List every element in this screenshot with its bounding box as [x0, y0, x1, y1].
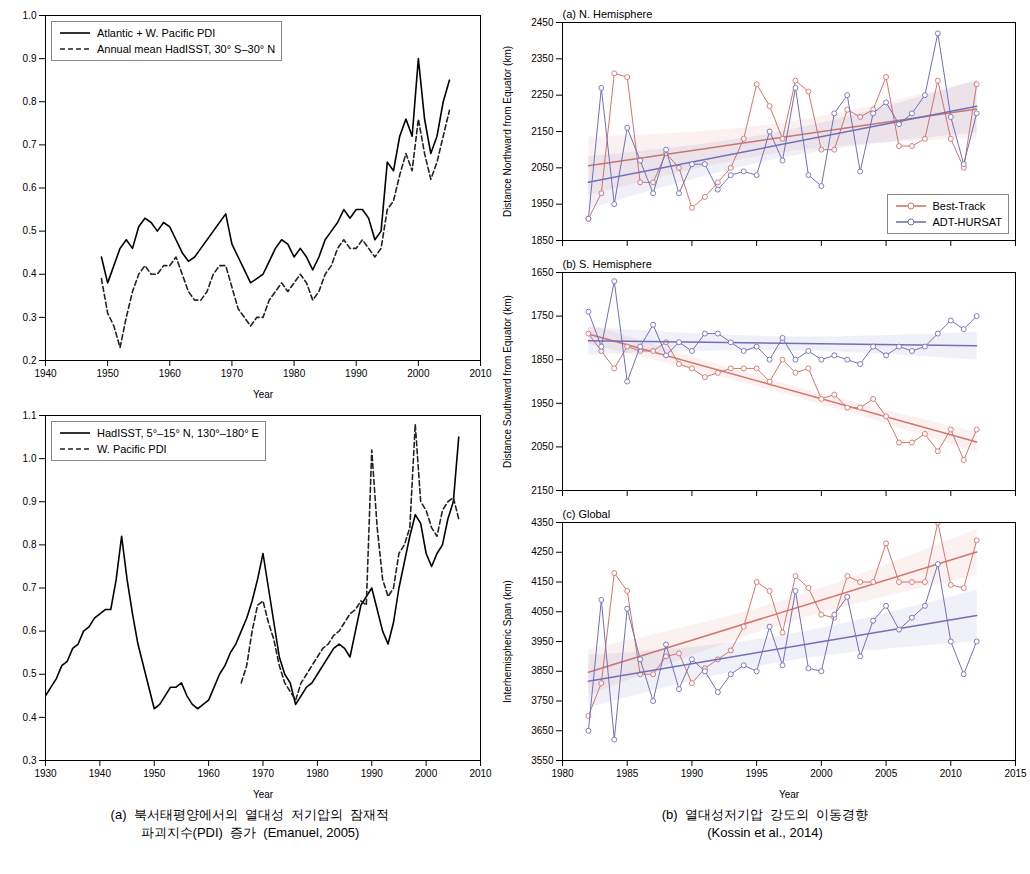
svg-text:3950: 3950: [531, 636, 554, 647]
svg-text:0.4: 0.4: [23, 268, 37, 279]
svg-text:Year: Year: [779, 789, 800, 800]
svg-text:(b) S. Hemisphere: (b) S. Hemisphere: [563, 258, 652, 270]
svg-text:1950: 1950: [143, 768, 166, 779]
svg-text:1850: 1850: [531, 235, 554, 246]
svg-text:0.9: 0.9: [23, 496, 37, 507]
svg-text:1950: 1950: [531, 198, 554, 209]
svg-text:1.1: 1.1: [23, 410, 37, 421]
svg-text:0.2: 0.2: [23, 355, 37, 366]
svg-text:2050: 2050: [531, 162, 554, 173]
svg-text:0.8: 0.8: [23, 539, 37, 550]
svg-text:3750: 3750: [531, 695, 554, 706]
svg-text:Interhemispheric Span (km): Interhemispheric Span (km): [502, 580, 513, 703]
svg-text:1985: 1985: [616, 768, 639, 779]
svg-text:1750: 1750: [531, 310, 554, 321]
svg-text:1980: 1980: [551, 768, 574, 779]
svg-text:1990: 1990: [361, 768, 384, 779]
svg-text:1980: 1980: [306, 768, 329, 779]
html-text:(a) 북서태평양에서의 열대성 저기압의 잠재적 파괴지수: (a) 북서태평양에서의 열대성 저기압의 잠재적 파괴지수(PDI) 증가 (…: [110, 807, 390, 841]
svg-text:0.4: 0.4: [23, 712, 37, 723]
html-text:ADT-HURSAT: ADT-HURSAT: [932, 216, 1002, 228]
svg-text:2000: 2000: [415, 768, 438, 779]
svg-text:2150: 2150: [531, 485, 554, 496]
svg-text:Year: Year: [253, 389, 274, 400]
svg-text:1990: 1990: [681, 768, 704, 779]
svg-text:2000: 2000: [407, 368, 430, 379]
svg-text:2010: 2010: [940, 768, 963, 779]
svg-text:2015: 2015: [1004, 768, 1027, 779]
svg-text:3850: 3850: [531, 665, 554, 676]
svg-text:(c) Global: (c) Global: [563, 508, 611, 520]
svg-text:4350: 4350: [531, 517, 554, 528]
svg-text:1995: 1995: [746, 768, 769, 779]
svg-text:0.7: 0.7: [23, 582, 37, 593]
svg-text:(a) N. Hemisphere: (a) N. Hemisphere: [563, 8, 653, 20]
svg-text:1980: 1980: [283, 368, 306, 379]
svg-text:Distance Northward from Equato: Distance Northward from Equator (km): [502, 46, 513, 217]
svg-text:2005: 2005: [875, 768, 898, 779]
svg-text:1940: 1940: [89, 768, 112, 779]
svg-text:2150: 2150: [531, 126, 554, 137]
svg-text:1970: 1970: [221, 368, 244, 379]
svg-text:0.8: 0.8: [23, 96, 37, 107]
svg-text:Year: Year: [253, 789, 274, 800]
html-text:W. Pacific PDI: W. Pacific PDI: [97, 443, 167, 455]
svg-text:2050: 2050: [531, 441, 554, 452]
svg-text:1990: 1990: [345, 368, 368, 379]
svg-text:2010: 2010: [469, 768, 492, 779]
svg-text:3650: 3650: [531, 725, 554, 736]
svg-text:2350: 2350: [531, 53, 554, 64]
svg-text:1850: 1850: [531, 354, 554, 365]
html-text:Best-Track: Best-Track: [932, 200, 986, 212]
html-text:(b) 열대성저기압 강도의 이동경향 (Kossin et: (b) 열대성저기압 강도의 이동경향 (Kossin et al., 2014…: [661, 807, 869, 841]
svg-text:1930: 1930: [34, 768, 57, 779]
svg-text:4250: 4250: [531, 546, 554, 557]
svg-text:0.9: 0.9: [23, 53, 37, 64]
svg-text:0.6: 0.6: [23, 182, 37, 193]
svg-text:1.0: 1.0: [23, 453, 37, 464]
svg-text:0.5: 0.5: [23, 668, 37, 679]
html-text:Atlantic + W. Pacific PDI: Atlantic + W. Pacific PDI: [97, 27, 216, 39]
svg-text:0.3: 0.3: [23, 312, 37, 323]
svg-text:1960: 1960: [198, 768, 221, 779]
svg-text:1650: 1650: [531, 267, 554, 278]
svg-text:0.5: 0.5: [23, 225, 37, 236]
svg-text:2450: 2450: [531, 17, 554, 28]
svg-text:4150: 4150: [531, 576, 554, 587]
svg-text:Distance Southward from Equato: Distance Southward from Equator (km): [502, 295, 513, 468]
svg-text:1970: 1970: [252, 768, 275, 779]
svg-text:3550: 3550: [531, 755, 554, 766]
svg-text:2250: 2250: [531, 89, 554, 100]
svg-text:1950: 1950: [97, 368, 120, 379]
svg-text:2000: 2000: [810, 768, 833, 779]
svg-text:0.3: 0.3: [23, 755, 37, 766]
svg-text:2010: 2010: [469, 368, 492, 379]
svg-text:4050: 4050: [531, 606, 554, 617]
svg-text:1940: 1940: [34, 368, 57, 379]
html-text:Annual mean HadISST, 30° S–30°: Annual mean HadISST, 30° S–30° N: [97, 43, 276, 55]
svg-text:0.6: 0.6: [23, 625, 37, 636]
svg-text:1950: 1950: [531, 398, 554, 409]
svg-text:0.7: 0.7: [23, 139, 37, 150]
svg-text:1960: 1960: [159, 368, 182, 379]
svg-text:1.0: 1.0: [23, 10, 37, 21]
html-text:HadISST, 5°–15° N, 130°–180° E: HadISST, 5°–15° N, 130°–180° E: [97, 427, 259, 439]
